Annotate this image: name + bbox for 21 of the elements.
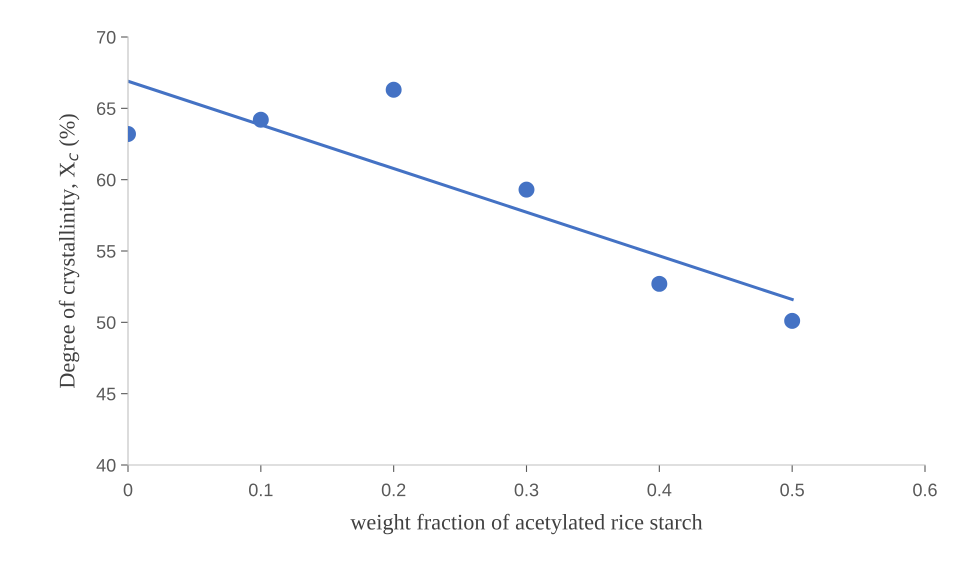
y-axis-title: Degree of crystallinity, X$_{c}$ (%) [58, 114, 80, 388]
y-tick-label: 45 [96, 388, 116, 400]
point [386, 82, 402, 98]
x-tick-label: 0.6 [913, 484, 937, 496]
y-tick-label: 50 [96, 316, 116, 330]
point [784, 312, 800, 329]
y-tick-label: 70 [97, 30, 116, 44]
x-axis-title: weight fraction of acetylated rice starch [350, 514, 702, 534]
x-tick-label: 0.5 [780, 484, 804, 496]
point [252, 112, 269, 128]
point [651, 276, 668, 292]
x-tick-label: 0.2 [382, 484, 406, 496]
y-tick-label: 55 [96, 245, 116, 258]
point [518, 182, 534, 198]
y-tick-label: 40 [96, 458, 116, 472]
x-tick-label: 0.4 [647, 484, 672, 496]
y-tick-label: 65 [97, 102, 116, 116]
x-tick-label: 0 [124, 484, 132, 496]
x-tick-label: 0.3 [514, 484, 538, 496]
y-tick-label: 60 [97, 174, 116, 186]
x-tick-label: 0.1 [248, 484, 273, 496]
